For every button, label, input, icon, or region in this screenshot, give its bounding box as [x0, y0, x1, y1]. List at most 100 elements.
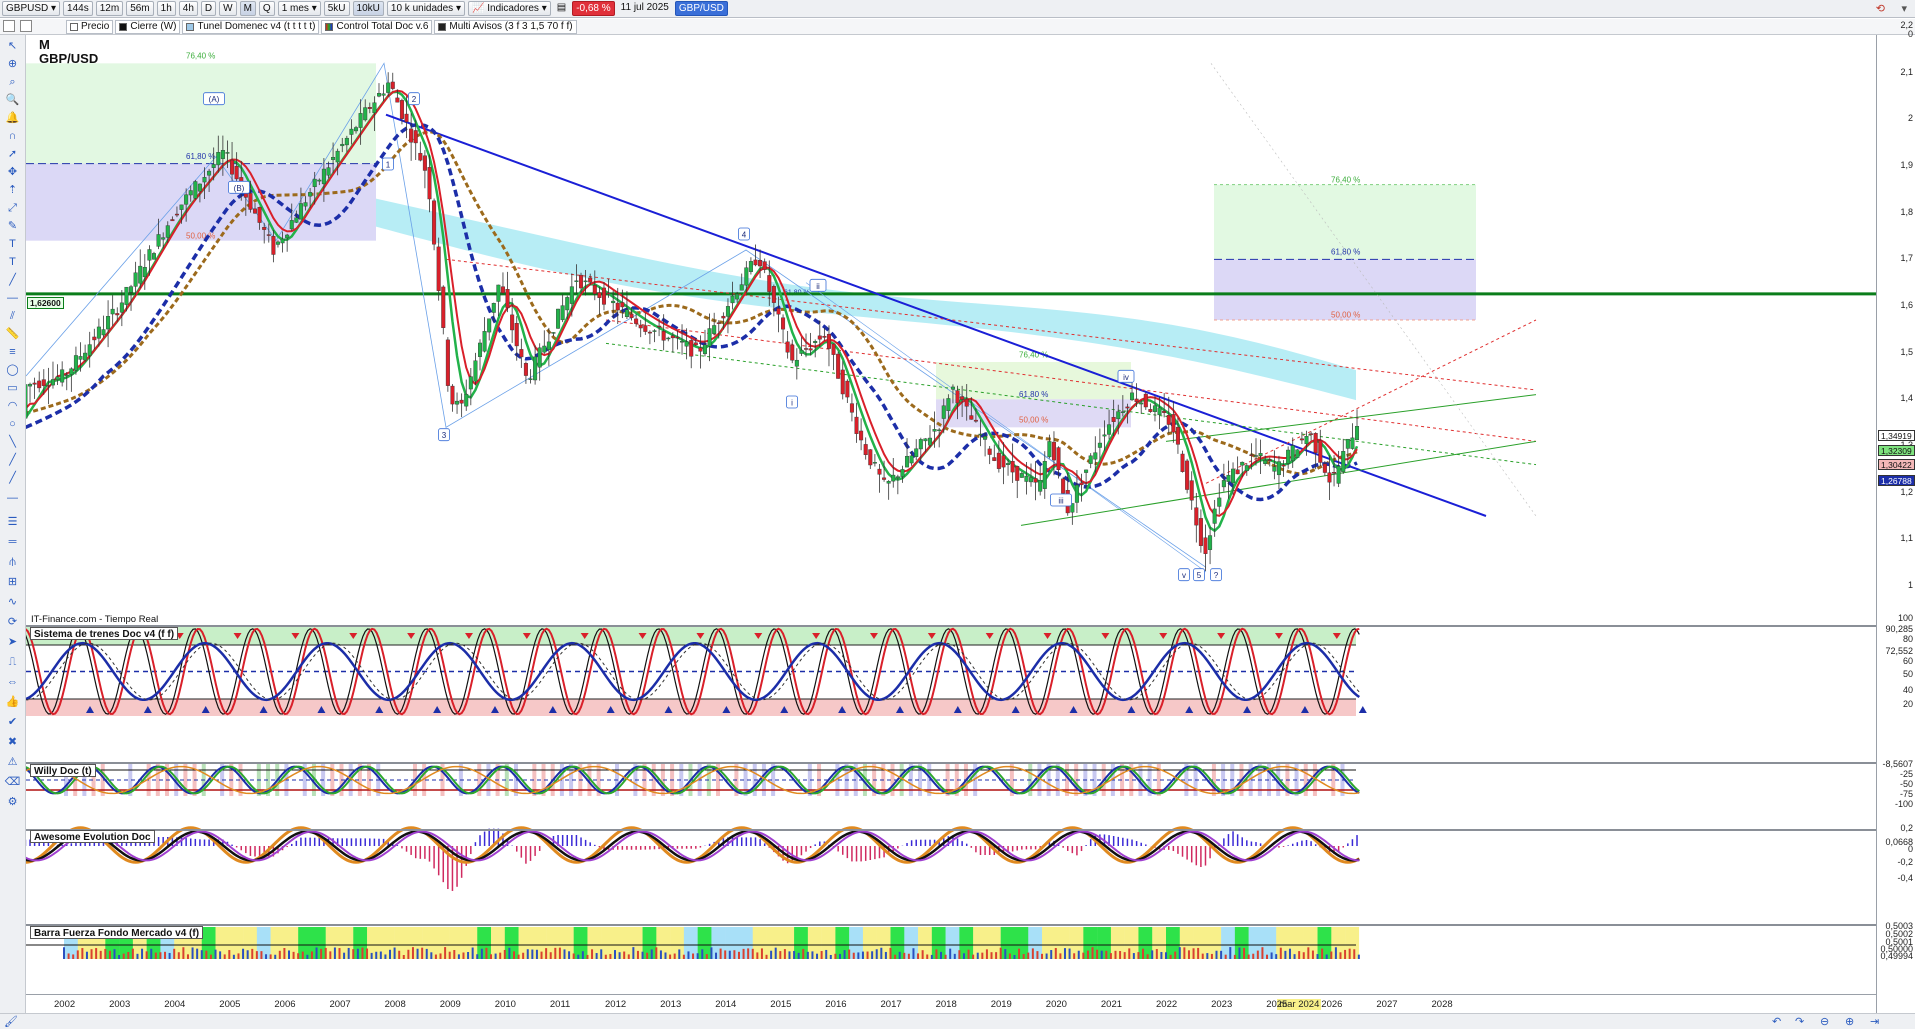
price-label-icon[interactable]: ⎍	[8, 656, 17, 668]
brush-icon[interactable]: 🖌	[4, 1016, 18, 1028]
channel-icon[interactable]: ⫽	[10, 310, 15, 322]
units-5ku[interactable]: 5kU	[323, 1, 350, 16]
text-box-icon[interactable]: T	[9, 256, 16, 268]
overlay-checkbox[interactable]	[3, 20, 15, 32]
candle-body	[142, 267, 147, 278]
series-control-total[interactable]: Control Total Doc v.6	[321, 19, 433, 34]
window-menu-icon[interactable]: ▾	[1901, 3, 1907, 15]
zoom-out-icon[interactable]: ⊖	[1820, 1016, 1830, 1028]
panel-title-barra[interactable]: Barra Fuerza Fondo Mercado v4 (f)	[30, 926, 204, 939]
horizontal-line-icon[interactable]: ―	[7, 292, 18, 304]
trenes-sell-marker	[1159, 633, 1168, 639]
timeframe-1h[interactable]: 1h	[156, 1, 176, 16]
series-multi-avisos[interactable]: Multi Avisos (3 f 3 1,5 70 f f)	[434, 19, 577, 34]
candle-body	[151, 253, 156, 260]
level-tag[interactable]: 1,62600	[27, 297, 64, 309]
panel-title-willy[interactable]: Willy Doc (t)	[30, 764, 96, 777]
magnifier-icon[interactable]: 🔍	[5, 94, 20, 106]
panel-title-trenes[interactable]: Sistema de trenes Doc v4 (f f)	[30, 627, 179, 640]
cross-arrows-icon[interactable]: ✥	[7, 166, 18, 178]
scroll-end-icon[interactable]: ⇥	[1870, 1016, 1880, 1028]
wave-label-box	[1193, 568, 1205, 582]
settings-icon[interactable]: ⚙	[7, 796, 18, 808]
parallel-icon[interactable]: ═	[8, 536, 17, 548]
timeframe-144s[interactable]: 144s	[63, 1, 93, 16]
red-line-icon[interactable]: ╱	[9, 472, 16, 484]
ruler-icon[interactable]: 📏	[5, 328, 20, 340]
gann-icon[interactable]: ⊞	[7, 576, 18, 588]
grid-checkbox[interactable]	[20, 20, 32, 32]
line-icon[interactable]: ╱	[9, 274, 16, 286]
pitchfork-icon[interactable]: ⫛	[9, 556, 16, 568]
trend-line-icon[interactable]: ╲	[9, 436, 16, 448]
redo-icon[interactable]: ↷	[1795, 1016, 1805, 1028]
ellipse-icon[interactable]: ◯	[6, 364, 19, 376]
fib-zone-purple-right	[1214, 259, 1476, 320]
barra-fuerza-panel	[26, 927, 1360, 959]
eraser-icon[interactable]: ⌫	[4, 776, 21, 788]
price-axis[interactable]: 2,22,121,91,81,71,61,51,41,31,21,111,349…	[1876, 20, 1915, 1013]
text-tool-icon[interactable]: T	[9, 238, 16, 250]
panel-separator-2[interactable]	[26, 762, 1876, 764]
arrow-up-icon[interactable]: ⇡	[7, 184, 18, 196]
candle-body	[367, 107, 372, 109]
thumbs-up-icon[interactable]: 👍	[5, 696, 20, 708]
warning-icon[interactable]: ⚠	[7, 756, 18, 768]
fibonacci-icon[interactable]: ≡	[9, 346, 16, 358]
timeframe-q[interactable]: Q	[258, 1, 275, 16]
time-axis[interactable]: 2002 2003 2004 2005 2006 2007 2008 2009 2010 2011…	[26, 994, 1876, 1013]
bell-icon[interactable]: 🔔	[5, 112, 20, 124]
zoom-in-icon[interactable]: ⊕	[7, 58, 18, 70]
candle-body	[767, 275, 772, 292]
series-tunel[interactable]: Tunel Domenec v4 (t t t t t)	[182, 19, 320, 34]
delete-icon[interactable]: ✖	[7, 736, 18, 748]
rectangle-icon[interactable]: ▭	[7, 382, 18, 394]
panel-separator-3[interactable]	[26, 829, 1876, 831]
panel-separator-4[interactable]	[26, 924, 1876, 926]
search-icon[interactable]: ⌕	[9, 76, 16, 88]
arrow-marker-icon[interactable]: ➤	[7, 636, 18, 648]
candle-body	[363, 107, 368, 121]
period-selector[interactable]: 1 mes ▾	[277, 1, 321, 16]
zoom-in-small-icon[interactable]: ⊕	[1845, 1016, 1855, 1028]
check-icon[interactable]: ✔	[7, 716, 18, 728]
levels-icon[interactable]: ☰	[7, 516, 18, 528]
barra-zone	[876, 927, 891, 959]
chart-options-icon[interactable]: ▤	[556, 2, 567, 13]
timeframe-4h[interactable]: 4h	[178, 1, 198, 16]
barra-zone	[766, 927, 781, 959]
diagonal-arrow-icon[interactable]: ⤢	[8, 202, 17, 214]
timeframe-m[interactable]: M	[239, 1, 256, 16]
awesome-black-line	[26, 830, 1360, 862]
wave-icon[interactable]: ∿	[7, 596, 18, 608]
timeframe-w[interactable]: W	[219, 1, 237, 16]
symbol-selector[interactable]: GBPUSD ▾	[2, 1, 61, 16]
measure-icon[interactable]: ⇔	[7, 676, 18, 688]
units-selector[interactable]: 10 k unidades ▾	[386, 1, 465, 16]
series-price[interactable]: Precio	[66, 19, 114, 34]
timeframe-12m[interactable]: 12m	[95, 1, 124, 16]
arc-icon[interactable]: ◠	[7, 400, 18, 412]
candle-body	[1208, 535, 1213, 550]
wave-label-box	[228, 180, 250, 194]
cursor-icon[interactable]: ↖	[7, 40, 18, 52]
panel-separator-1[interactable]	[26, 625, 1876, 627]
panel-title-awesome[interactable]: Awesome Evolution Doc	[30, 830, 155, 843]
candle-body	[1029, 477, 1034, 483]
candle-body	[1143, 393, 1148, 408]
pencil-icon[interactable]: ✎	[7, 220, 18, 232]
horizontal-ray-icon[interactable]: —	[7, 492, 18, 504]
indicators-button[interactable]: 📈 Indicadores ▾	[468, 1, 551, 16]
undo-icon[interactable]: ↶	[1772, 1016, 1782, 1028]
chart-canvas[interactable]: 76,40 % 61,80 % 50,00 % 76,40 % 61,80 % 50,00…	[26, 35, 1876, 994]
units-10ku[interactable]: 10kU	[352, 1, 384, 16]
ray-icon[interactable]: ╱	[9, 454, 16, 466]
sync-icon[interactable]: ⟲	[1875, 3, 1885, 15]
pointer-icon[interactable]: ➚	[7, 148, 18, 160]
cycle-icon[interactable]: ⟳	[7, 616, 18, 628]
timeframe-56m[interactable]: 56m	[126, 1, 154, 16]
series-close[interactable]: Cierre (W)	[115, 19, 181, 34]
magnet-icon[interactable]: ∩	[8, 130, 17, 142]
timeframe-d[interactable]: D	[200, 1, 217, 16]
circle-icon[interactable]: ○	[9, 418, 16, 430]
